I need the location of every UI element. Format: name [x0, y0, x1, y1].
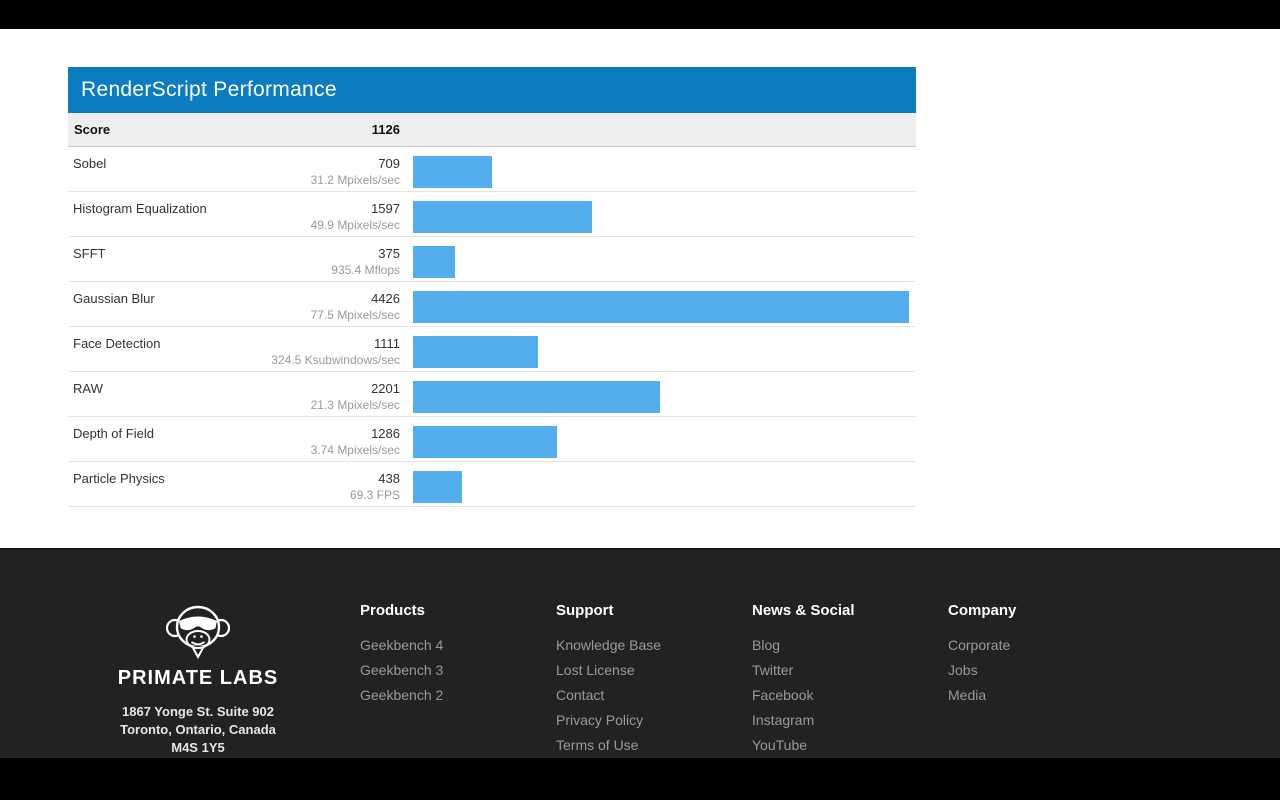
benchmark-row: Depth of Field 1286 3.74 Mpixels/sec: [68, 417, 916, 462]
primate-labs-monkey-logo-icon: [166, 605, 230, 660]
brand-column: PRIMATE LABS 1867 Yonge St. Suite 902 Tor…: [100, 600, 296, 758]
score-row: Score 1126: [68, 113, 916, 147]
benchmark-bar-track: [413, 381, 909, 413]
benchmark-score: 438: [378, 471, 400, 486]
footer-link[interactable]: Blog: [752, 637, 781, 653]
footer-link[interactable]: YouTube: [752, 737, 808, 753]
benchmark-bar: [413, 471, 462, 503]
footer-column-heading: News & Social: [752, 602, 855, 619]
benchmark-bar-track: [413, 336, 909, 368]
benchmark-name: SFFT: [73, 246, 106, 261]
benchmark-rate: 324.5 Ksubwindows/sec: [271, 353, 400, 367]
top-bar: [0, 0, 1280, 29]
benchmark-name: Histogram Equalization: [73, 201, 207, 216]
benchmark-score: 1111: [373, 336, 400, 351]
brand-address: 1867 Yonge St. Suite 902 Toronto, Ontario…: [100, 703, 296, 757]
benchmark-score: 4426: [371, 291, 400, 306]
score-value: 1126: [371, 122, 400, 137]
footer-column: Company Corporate Jobs Media: [948, 600, 1144, 758]
footer-link[interactable]: Jobs: [948, 662, 978, 678]
benchmark-bar-track: [413, 291, 909, 323]
benchmark-rate: 21.3 Mpixels/sec: [310, 398, 400, 412]
benchmark-bar: [413, 336, 538, 368]
benchmark-bar: [413, 291, 909, 323]
benchmark-row: Face Detection 1111 324.5 Ksubwindows/se…: [68, 327, 916, 372]
footer-link[interactable]: Contact: [556, 687, 605, 703]
benchmark-score: 709: [378, 156, 400, 171]
benchmark-row: RAW 2201 21.3 Mpixels/sec: [68, 372, 916, 417]
benchmark-rows: Sobel 709 31.2 Mpixels/sec Histogram Equ…: [68, 147, 916, 507]
benchmark-row: Sobel 709 31.2 Mpixels/sec: [68, 147, 916, 192]
benchmark-name: Particle Physics: [73, 471, 165, 486]
score-label: Score: [74, 122, 111, 137]
brand-name: PRIMATE LABS: [117, 667, 279, 689]
footer-link[interactable]: Geekbench 3: [360, 662, 444, 678]
footer-link[interactable]: Geekbench 2: [360, 687, 444, 703]
benchmark-row: SFFT 375 935.4 Mflops: [68, 237, 916, 282]
footer-link[interactable]: Corporate: [948, 637, 1011, 653]
footer-link[interactable]: Media: [948, 687, 987, 703]
benchmark-score: 2201: [371, 381, 400, 396]
benchmark-bar: [413, 426, 557, 458]
benchmark-rate: 69.3 FPS: [349, 488, 400, 502]
footer-column: Support Knowledge Base Lost License Contac…: [556, 600, 752, 758]
footer-link[interactable]: Facebook: [752, 687, 814, 703]
footer-link[interactable]: Geekbench 4: [360, 637, 444, 653]
benchmark-row: Histogram Equalization 1597 49.9 Mpixels…: [68, 192, 916, 237]
brand-address-line: 1867 Yonge St. Suite 902: [122, 704, 274, 719]
footer-link[interactable]: Knowledge Base: [556, 637, 662, 653]
benchmark-rate: 77.5 Mpixels/sec: [310, 308, 400, 322]
benchmark-score: 375: [378, 246, 400, 261]
benchmark-rate: 49.9 Mpixels/sec: [310, 218, 400, 232]
panel-title: RenderScript Performance: [81, 78, 337, 101]
benchmark-bar: [413, 156, 492, 188]
benchmark-score: 1597: [371, 201, 400, 216]
footer-link[interactable]: Lost License: [556, 662, 635, 678]
main-content: RenderScript Performance Score 1126 Sobe…: [0, 29, 1280, 548]
benchmark-rate: 935.4 Mflops: [331, 263, 400, 277]
benchmark-row: Gaussian Blur 4426 77.5 Mpixels/sec: [68, 282, 916, 327]
benchmark-bar: [413, 201, 592, 233]
benchmark-name: Gaussian Blur: [73, 291, 155, 306]
benchmark-name: Face Detection: [73, 336, 161, 351]
footer-link[interactable]: Privacy Policy: [556, 712, 644, 728]
footer-column: Products Geekbench 4 Geekbench 3 Geekbench…: [360, 600, 556, 758]
footer: PRIMATE LABS 1867 Yonge St. Suite 902 Tor…: [0, 548, 1280, 758]
panel-header: RenderScript Performance: [68, 67, 916, 113]
footer-link[interactable]: Twitter: [752, 662, 794, 678]
benchmark-row: Particle Physics 438 69.3 FPS: [68, 462, 916, 507]
bottom-bar: [0, 758, 1280, 800]
footer-column-heading: Products: [360, 602, 426, 619]
footer-link[interactable]: Terms of Use: [556, 737, 639, 753]
footer-column: News & Social Blog Twitter Facebook Instagr…: [752, 600, 948, 758]
benchmark-panel: RenderScript Performance Score 1126 Sobe…: [68, 67, 916, 507]
benchmark-bar: [413, 381, 660, 413]
benchmark-rate: 3.74 Mpixels/sec: [310, 443, 400, 457]
benchmark-bar-track: [413, 426, 909, 458]
footer-link[interactable]: Instagram: [752, 712, 815, 728]
benchmark-bar: [413, 246, 455, 278]
benchmark-bar-track: [413, 201, 909, 233]
benchmark-score: 1286: [371, 426, 400, 441]
brand-address-line: M4S 1Y5: [171, 740, 225, 755]
benchmark-bar-track: [413, 471, 909, 503]
benchmark-name: Depth of Field: [73, 426, 154, 441]
benchmark-name: Sobel: [73, 156, 107, 171]
benchmark-bar-track: [413, 156, 909, 188]
brand-address-line: Toronto, Ontario, Canada: [120, 722, 276, 737]
benchmark-name: RAW: [73, 381, 103, 396]
footer-link-columns: Products Geekbench 4 Geekbench 3 Geekbench…: [360, 600, 1144, 758]
benchmark-rate: 31.2 Mpixels/sec: [310, 173, 400, 187]
footer-column-heading: Company: [948, 602, 1017, 619]
footer-column-heading: Support: [556, 602, 614, 619]
benchmark-bar-track: [413, 246, 909, 278]
